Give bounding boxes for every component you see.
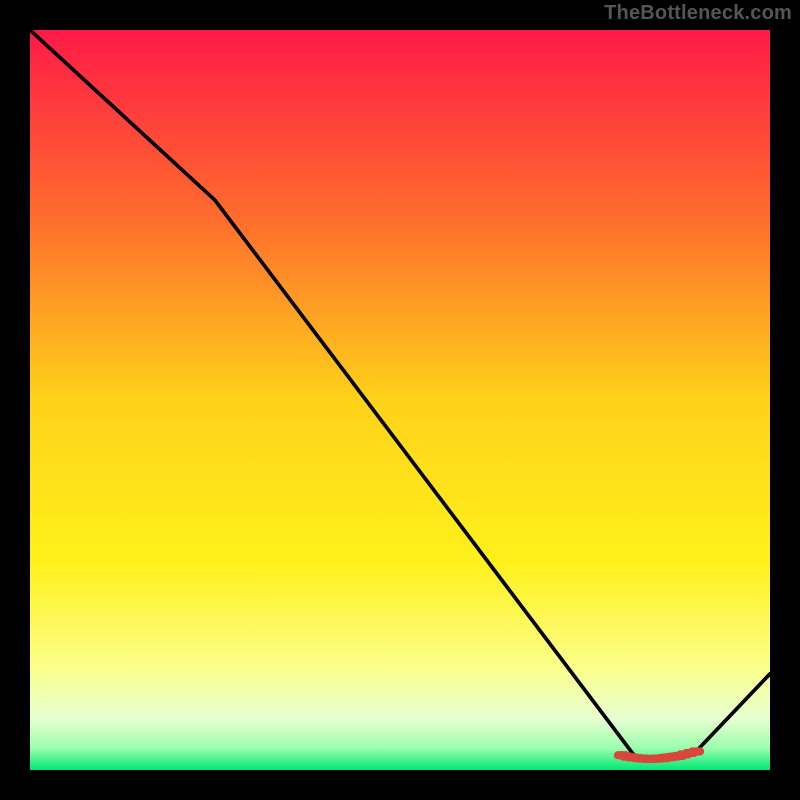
watermark-text: TheBottleneck.com <box>604 2 792 25</box>
gradient-plot-area <box>30 30 770 770</box>
chart-container: TheBottleneck.com <box>0 0 800 800</box>
gradient-background <box>30 30 770 770</box>
